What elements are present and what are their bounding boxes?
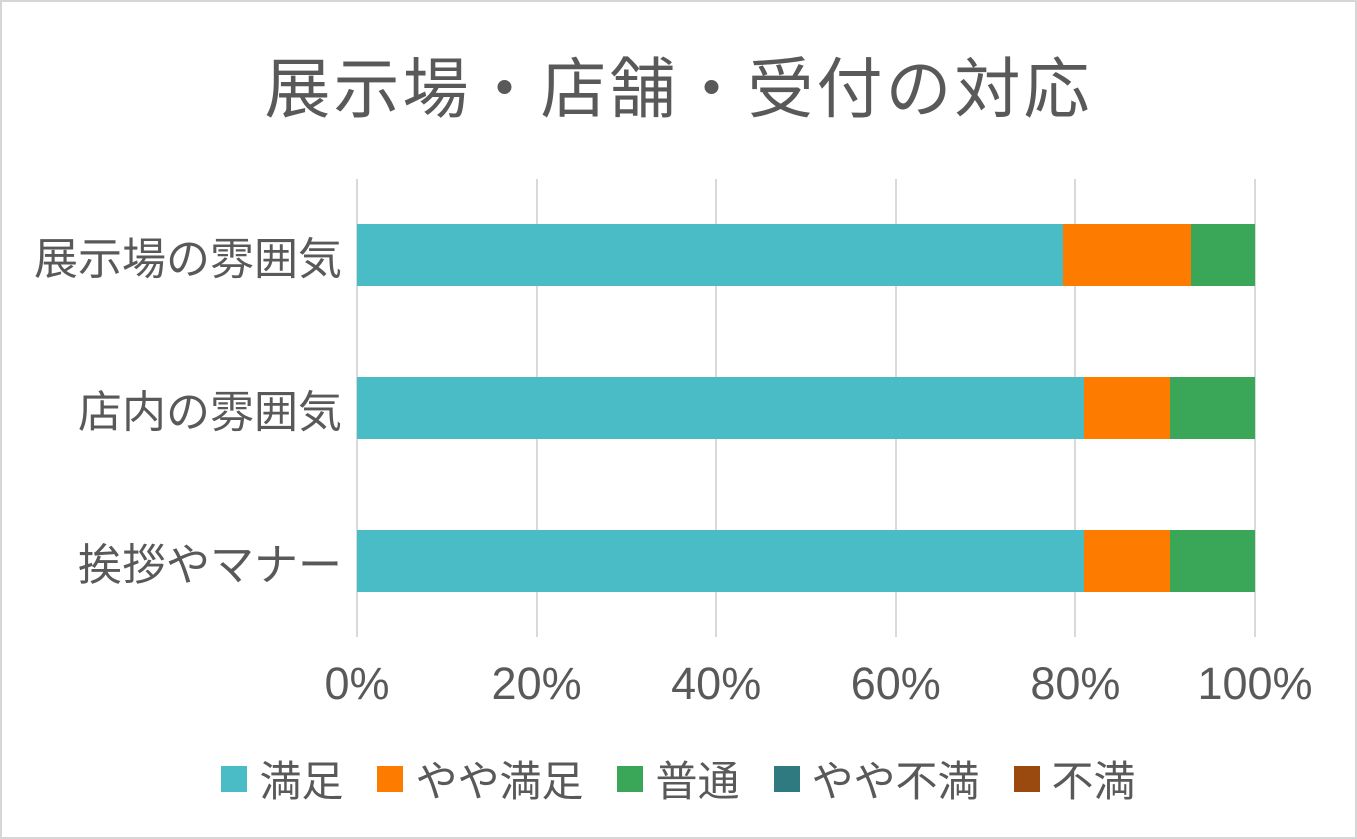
bar-row	[357, 224, 1255, 287]
x-axis-tick-label: 0%	[324, 658, 390, 709]
category-label: 展示場の雰囲気	[34, 235, 342, 285]
x-axis-tick-label: 20%	[491, 658, 582, 709]
legend-item-やや満足: やや満足	[377, 748, 583, 809]
legend-label: 不満	[1051, 758, 1136, 805]
category-label: 挨拶やマナー	[78, 540, 342, 590]
legend-label: やや不満	[811, 758, 980, 805]
bar-row	[357, 377, 1255, 439]
legend-swatch-icon	[377, 765, 404, 792]
chart-title: 展示場・店舗・受付の対応	[264, 52, 1093, 126]
legend-item-満足: 満足	[221, 748, 343, 809]
legend-label: 満足	[259, 758, 344, 805]
plot-area	[356, 179, 1256, 637]
bar-segment-やや満足	[1084, 377, 1170, 439]
x-axis-tick-label: 60%	[850, 658, 941, 709]
bar-segment-満足	[357, 224, 1063, 287]
x-axis-tick-label: 100%	[1197, 658, 1313, 709]
x-axis-tick-label: 40%	[671, 658, 762, 709]
bar-segment-やや満足	[1062, 224, 1192, 287]
bar-segment-普通	[1169, 377, 1255, 439]
category-label: 店内の雰囲気	[78, 388, 342, 437]
legend-swatch-icon	[773, 765, 800, 792]
legend-item-やや不満: やや不満	[773, 748, 980, 809]
bar-segment-満足	[357, 529, 1085, 592]
bar-row	[357, 529, 1255, 592]
legend: 満足 やや満足 普通 やや不満 不満	[2, 748, 1355, 809]
bar-segment-やや満足	[1084, 529, 1170, 592]
bar-segment-満足	[357, 377, 1085, 439]
legend-swatch-icon	[221, 765, 248, 792]
x-axis-tick-label: 80%	[1030, 658, 1121, 709]
bar-segment-普通	[1169, 529, 1255, 592]
legend-label: 普通	[655, 758, 740, 805]
gridline	[1254, 179, 1256, 637]
legend-swatch-icon	[1013, 765, 1040, 792]
legend-item-不満: 不満	[1013, 748, 1136, 809]
legend-label: やや満足	[415, 758, 584, 805]
legend-item-普通: 普通	[617, 748, 740, 809]
legend-swatch-icon	[617, 765, 644, 792]
bar-segment-普通	[1191, 224, 1255, 287]
